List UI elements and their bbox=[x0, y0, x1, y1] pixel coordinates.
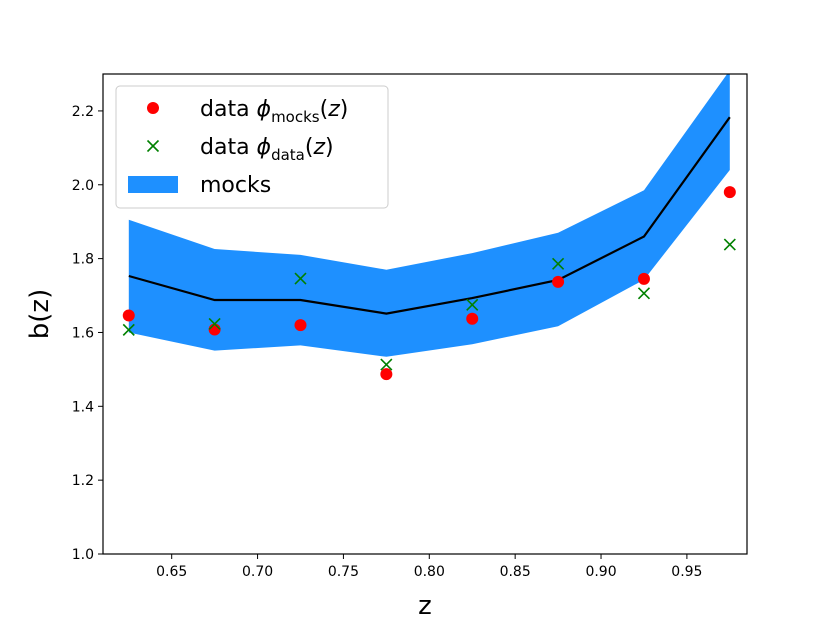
legend: data ϕmocks(z) data ϕdata(z) mocks bbox=[115, 85, 389, 209]
legend-prefix: data bbox=[200, 135, 257, 160]
point-phi-data bbox=[294, 272, 307, 285]
point-phi-data bbox=[723, 238, 736, 251]
x-tick-label: 0.65 bbox=[156, 564, 187, 580]
legend-z: z bbox=[312, 135, 325, 160]
point-phi-mocks bbox=[122, 309, 135, 322]
legend-paren-open: ( bbox=[305, 135, 314, 160]
x-tick-label: 0.85 bbox=[500, 564, 531, 580]
y-tick-label: 1.0 bbox=[72, 547, 94, 563]
legend-marker-blue-band bbox=[128, 176, 178, 193]
point-phi-data bbox=[466, 298, 479, 311]
ticks: 0.65 0.70 0.75 0.80 0.85 0.90 0.95 1.0 1.2 1.4 1.6… bbox=[72, 104, 703, 580]
point-phi-data bbox=[122, 323, 135, 336]
legend-paren-close: ) bbox=[340, 97, 349, 122]
point-phi-mocks bbox=[380, 368, 393, 381]
y-tick-label: 1.2 bbox=[72, 473, 94, 489]
point-phi-mocks bbox=[294, 319, 307, 332]
x-tick-label: 0.80 bbox=[414, 564, 445, 580]
legend-subscript: data bbox=[271, 146, 305, 164]
point-phi-data bbox=[380, 358, 393, 371]
x-tick-label: 0.70 bbox=[242, 564, 273, 580]
point-phi-mocks bbox=[637, 272, 650, 285]
x-tick-label: 0.90 bbox=[585, 564, 616, 580]
y-tick-label: 1.4 bbox=[72, 399, 94, 415]
y-tick-label: 1.8 bbox=[72, 252, 94, 268]
point-phi-mocks bbox=[466, 312, 479, 325]
point-phi-data bbox=[637, 287, 651, 300]
y-tick-label: 1.6 bbox=[72, 325, 94, 341]
x-tick-label: 0.75 bbox=[328, 564, 359, 580]
y-axis-title: b(z) bbox=[25, 289, 55, 339]
phi-symbol: ϕ bbox=[257, 135, 272, 160]
plot-clip-group bbox=[122, 74, 736, 381]
phi-symbol: ϕ bbox=[257, 97, 272, 122]
mocks-band bbox=[128, 74, 730, 357]
axes-frame bbox=[102, 73, 748, 555]
y-tick-label: 2.2 bbox=[72, 104, 94, 120]
legend-entry-mocks: mocks bbox=[200, 173, 271, 198]
legend-marker-red-circle bbox=[147, 102, 159, 114]
point-phi-mocks bbox=[723, 186, 736, 199]
legend-entry-data-phi-data: data ϕdata(z) bbox=[200, 135, 334, 164]
legend-box bbox=[115, 85, 389, 209]
legend-paren-close: ) bbox=[325, 135, 334, 160]
x-tick-label: 0.95 bbox=[671, 564, 702, 580]
y-tick-label: 2.0 bbox=[72, 178, 94, 194]
point-phi-mocks bbox=[552, 275, 565, 288]
legend-paren-open: ( bbox=[320, 97, 329, 122]
legend-entry-data-phi-mocks: data ϕmocks(z) bbox=[200, 97, 348, 126]
plot-area bbox=[122, 74, 736, 381]
point-phi-data bbox=[208, 317, 221, 331]
point-phi-mocks bbox=[208, 323, 221, 336]
legend-marker-green-x bbox=[146, 139, 160, 153]
legend-x-glyph bbox=[146, 139, 160, 153]
x-axis-title: z bbox=[418, 591, 432, 621]
mocks-mean-line bbox=[128, 116, 731, 315]
legend-prefix: data bbox=[200, 97, 257, 122]
legend-z: z bbox=[327, 97, 340, 122]
point-phi-data bbox=[552, 257, 565, 270]
legend-subscript: mocks bbox=[271, 108, 320, 126]
